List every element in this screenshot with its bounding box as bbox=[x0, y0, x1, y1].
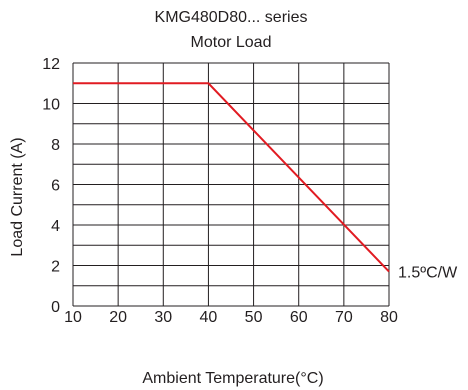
y-tick-label: 2 bbox=[51, 259, 60, 276]
x-tick-label: 70 bbox=[335, 309, 353, 326]
y-tick-label: 8 bbox=[51, 137, 60, 154]
chart-title: KMG480D80... series bbox=[155, 9, 308, 26]
series-layer: 1.5ºC/W bbox=[73, 82, 458, 282]
y-tick-label: 10 bbox=[42, 97, 60, 114]
y-axis-label: Load Current (A) bbox=[9, 137, 26, 256]
grid bbox=[72, 62, 390, 307]
x-axis-label: Ambient Temperature(°C) bbox=[142, 370, 323, 387]
y-tick-label: 6 bbox=[51, 178, 60, 195]
tick-labels: 10 20 30 40 50 60 70 80 0 2 4 6 8 10 12 bbox=[42, 56, 398, 326]
slope-annotation: 1.5ºC/W bbox=[398, 265, 458, 282]
x-tick-label: 80 bbox=[380, 309, 398, 326]
y-tick-label: 12 bbox=[42, 56, 60, 73]
x-tick-label: 20 bbox=[109, 309, 127, 326]
x-tick-label: 10 bbox=[64, 309, 82, 326]
x-tick-label: 40 bbox=[200, 309, 218, 326]
x-tick-label: 60 bbox=[290, 309, 308, 326]
derating-curve bbox=[73, 82, 390, 273]
y-tick-label: 4 bbox=[51, 218, 60, 235]
chart-subtitle: Motor Load bbox=[191, 34, 272, 51]
x-tick-label: 30 bbox=[154, 309, 172, 326]
x-tick-label: 50 bbox=[245, 309, 263, 326]
y-tick-label: 0 bbox=[51, 299, 60, 316]
